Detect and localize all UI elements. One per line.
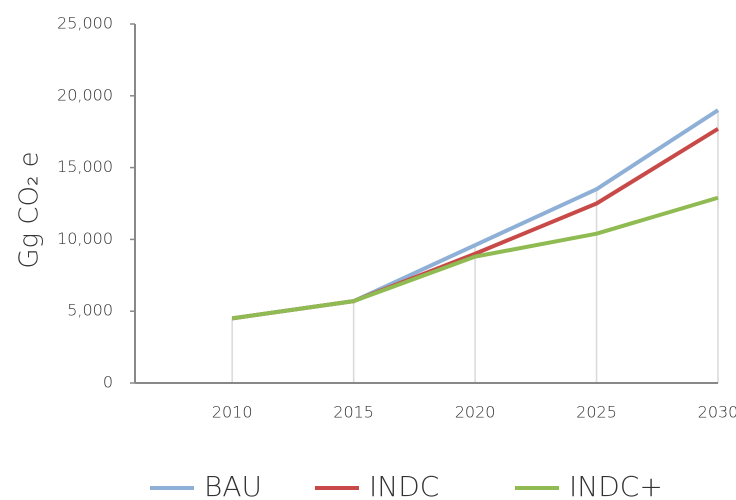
legend-label: BAU [204, 470, 262, 500]
x-tick-label: 2025 [576, 403, 617, 422]
y-tick-label: 10,000 [57, 229, 113, 248]
x-tick-label: 2015 [333, 403, 374, 422]
y-axis-label: Gg CO₂ e [15, 151, 45, 268]
legend-label: INDC [369, 470, 439, 500]
series-line [231, 195, 719, 321]
y-tick-label: 15,000 [57, 157, 113, 176]
y-tick-label: 0 [103, 373, 113, 392]
x-tick-label: 2010 [212, 403, 253, 422]
y-tick-label: 20,000 [57, 85, 113, 104]
x-tick-label: 2020 [455, 403, 496, 422]
legend-label: INDC+ [569, 470, 663, 500]
y-tick-label: 25,000 [57, 14, 113, 33]
y-tick-label: 5,000 [67, 301, 113, 320]
x-tick-label: 2030 [698, 403, 736, 422]
